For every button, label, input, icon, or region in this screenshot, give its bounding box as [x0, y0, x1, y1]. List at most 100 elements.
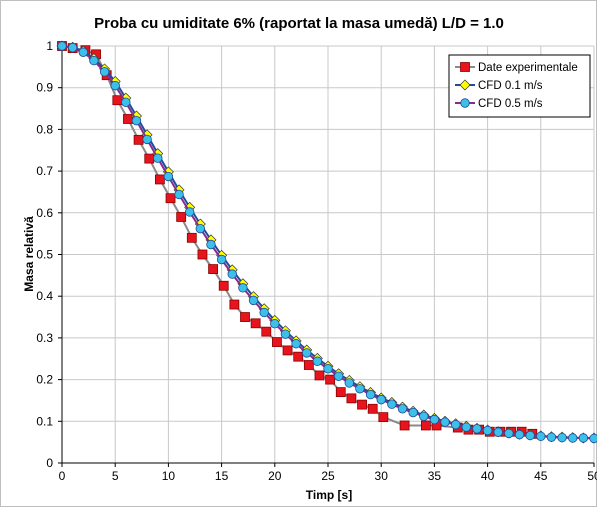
data-point [303, 360, 314, 370]
x-tick-label: 20 [268, 469, 282, 483]
data-point [376, 394, 386, 405]
data-point [333, 371, 344, 381]
data-point [546, 432, 557, 442]
data-point [291, 339, 301, 349]
data-point [99, 67, 110, 77]
tick-labels: 0 5 10 15 20 25 30 35 40 45 50 0 0.1 0.2 0.3 0.4 0.5 0.6 0… [36, 39, 597, 483]
legend-marker [460, 62, 470, 72]
legend-entry: Date experimentale [455, 62, 578, 74]
y-tick-label: 0.2 [36, 373, 53, 387]
y-tick-label: 0.1 [36, 414, 53, 428]
data-point [429, 414, 440, 425]
data-point [142, 134, 152, 145]
data-point [270, 319, 280, 329]
data-point [67, 42, 78, 53]
data-point [440, 417, 450, 427]
legend-entry: CFD 0.1 m/s [455, 79, 543, 92]
y-tick-label: 0.7 [36, 164, 53, 178]
data-point [227, 269, 237, 279]
chart-title: Proba cu umiditate 6% (raportat la masa … [94, 15, 504, 32]
data-point [335, 387, 346, 398]
data-point [472, 424, 482, 434]
y-tick-label: 1 [46, 39, 53, 53]
data-point [578, 433, 589, 443]
series-area [56, 40, 597, 444]
data-point [184, 207, 195, 217]
x-tick-label: 0 [59, 469, 66, 483]
data-point [186, 232, 197, 243]
data-point [216, 254, 227, 265]
data-point [238, 283, 248, 293]
series-3 [57, 41, 597, 444]
data-point [259, 307, 269, 318]
data-point [482, 425, 493, 436]
data-point [357, 399, 367, 410]
data-point [144, 153, 155, 164]
data-point [110, 80, 120, 91]
data-point [493, 427, 503, 437]
data-point [568, 433, 578, 443]
data-point [365, 389, 376, 400]
data-point [282, 345, 293, 356]
x-tick-label: 40 [481, 469, 495, 483]
legend-marker [459, 79, 471, 91]
data-point [514, 429, 525, 440]
data-point [589, 433, 597, 444]
y-tick-label: 0.8 [36, 122, 53, 136]
data-point [346, 393, 357, 404]
legend-marker [460, 98, 470, 108]
x-tick-label: 10 [162, 469, 176, 483]
data-point [344, 378, 354, 388]
x-tick-label: 5 [112, 469, 119, 483]
data-point [154, 174, 165, 185]
data-point [525, 430, 535, 441]
data-point [461, 422, 472, 432]
data-point [355, 384, 365, 394]
data-point [174, 189, 184, 200]
data-point [123, 114, 133, 124]
y-tick-label: 0.6 [36, 206, 53, 220]
data-point [197, 249, 208, 260]
data-point [280, 329, 291, 339]
data-point [387, 399, 397, 409]
data-point [367, 403, 378, 414]
data-point [314, 370, 325, 381]
y-tick-label: 0 [46, 456, 53, 470]
legend-entry: CFD 0.5 m/s [455, 98, 543, 110]
data-point [302, 348, 312, 358]
data-point [112, 95, 123, 106]
data-point [293, 351, 304, 362]
legend-label: CFD 0.5 m/s [478, 98, 543, 110]
x-tick-label: 25 [321, 469, 335, 483]
data-point [206, 239, 216, 250]
x-tick-label: 35 [428, 469, 442, 483]
data-point [250, 318, 261, 329]
y-tick-label: 0.4 [36, 289, 53, 303]
x-tick-label: 45 [534, 469, 548, 483]
y-tick-label: 0.9 [36, 81, 53, 95]
data-point [229, 299, 240, 310]
legend-label: Date experimentale [478, 62, 578, 74]
y-axis-label: Masa relativă [22, 216, 36, 292]
data-point [261, 326, 272, 337]
data-point [419, 411, 429, 421]
x-axis-label: Timp [s] [306, 488, 352, 502]
data-point [218, 280, 229, 291]
y-tick-label: 0.3 [36, 331, 53, 345]
data-point [323, 364, 333, 374]
data-point [131, 115, 142, 126]
data-point [504, 428, 514, 439]
data-point [399, 420, 410, 431]
data-point [163, 171, 174, 182]
legend: Date experimentale CFD 0.1 m/s CFD 0.5 m/s [448, 54, 591, 118]
data-point [208, 264, 218, 274]
data-point [89, 55, 99, 66]
x-tick-label: 15 [215, 469, 229, 483]
data-point [450, 419, 461, 430]
x-tick-label: 30 [375, 469, 389, 483]
data-point [78, 47, 88, 57]
data-point [165, 193, 176, 204]
x-tick-label: 50 [587, 469, 597, 483]
